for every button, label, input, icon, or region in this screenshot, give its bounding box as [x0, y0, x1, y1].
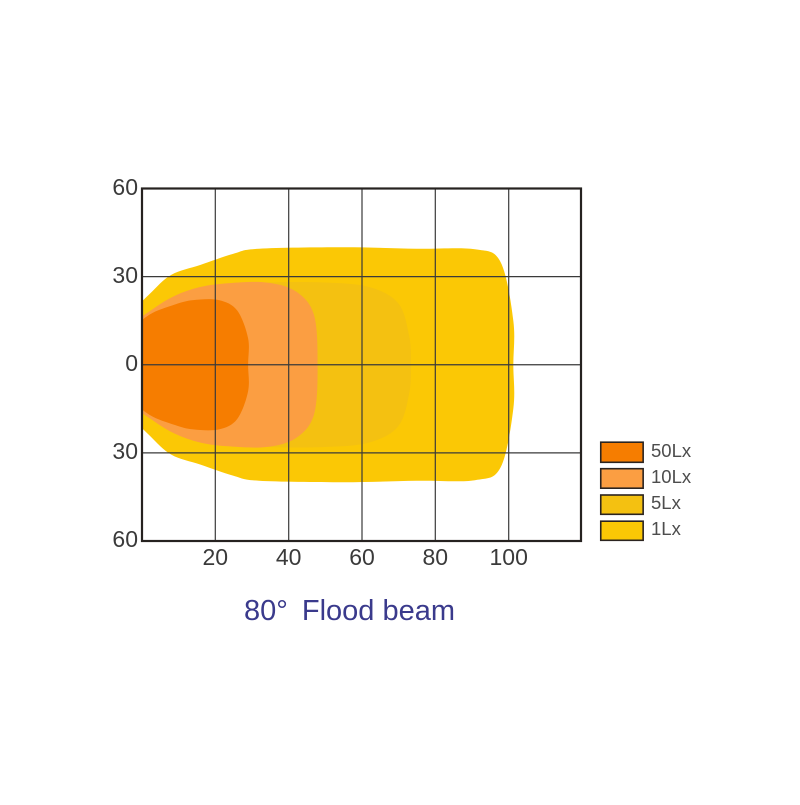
- svg-text:20: 20: [203, 544, 229, 570]
- svg-text:60: 60: [112, 174, 138, 200]
- svg-text:5Lx: 5Lx: [651, 492, 682, 513]
- svg-text:30: 30: [112, 262, 138, 288]
- svg-text:60: 60: [349, 544, 375, 570]
- svg-text:1Lx: 1Lx: [651, 518, 682, 539]
- svg-text:60: 60: [112, 526, 138, 552]
- svg-text:100: 100: [490, 544, 528, 570]
- svg-text:40: 40: [276, 544, 302, 570]
- svg-text:30: 30: [112, 438, 138, 464]
- svg-text:0: 0: [125, 350, 138, 376]
- svg-text:50Lx: 50Lx: [651, 440, 692, 461]
- svg-text:80°Flood beam: 80° Flood beam: [244, 595, 455, 627]
- svg-text:80: 80: [423, 544, 449, 570]
- svg-text:10Lx: 10Lx: [651, 466, 692, 487]
